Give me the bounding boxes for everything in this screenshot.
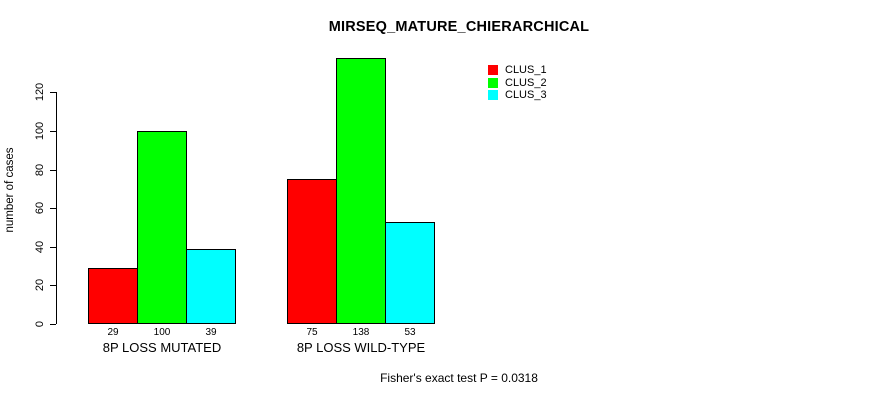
y-tick-label: 100 — [34, 121, 46, 141]
y-tick-label: 80 — [34, 163, 46, 176]
y-tick-label: 20 — [34, 279, 46, 292]
y-tick-mark — [50, 92, 56, 94]
y-tick-mark — [50, 246, 56, 248]
legend-item-clus_1: CLUS_1 — [488, 64, 547, 76]
legend-label: CLUS_1 — [505, 64, 547, 76]
bar-clus_1-1 — [88, 268, 138, 324]
bar-clus_2-1 — [137, 131, 187, 324]
bar-value-label: 100 — [153, 327, 171, 338]
bar-value-label: 138 — [352, 327, 370, 338]
y-tick-label: 60 — [34, 202, 46, 215]
annotation-text: Fisher's exact test P = 0.0318 — [380, 371, 538, 385]
bar-value-label: 53 — [404, 327, 416, 338]
y-tick-mark — [50, 131, 56, 132]
y-tick-mark — [50, 285, 56, 287]
y-axis-line — [56, 92, 57, 324]
legend-swatch — [488, 77, 498, 88]
y-axis-label: number of cases — [4, 147, 16, 233]
legend-swatch — [488, 90, 498, 101]
legend-label: CLUS_3 — [505, 89, 547, 102]
y-tick-mark — [50, 324, 56, 325]
legend: CLUS_1 CLUS_2 CLUS_3 — [488, 64, 547, 103]
bar-value-label: 29 — [107, 327, 119, 338]
chart-title: MIRSEQ_MATURE_CHIERARCHICAL — [328, 19, 590, 35]
bar-clus_3-2 — [385, 221, 435, 324]
y-tick-mark — [50, 169, 56, 171]
y-tick-label: 120 — [34, 83, 46, 102]
category-label: 8P LOSS WILD-TYPE — [296, 340, 426, 355]
y-tick-mark — [50, 208, 56, 210]
bar-value-label: 39 — [205, 327, 217, 338]
legend-item-clus_3: CLUS_3 — [488, 89, 547, 102]
bar-clus_2-2 — [336, 57, 386, 324]
bar-clus_3-1 — [186, 248, 236, 324]
y-tick-label: 0 — [34, 320, 46, 328]
legend-label: CLUS_2 — [505, 76, 547, 89]
bar-clus_1-2 — [287, 179, 337, 324]
legend-swatch — [488, 65, 498, 75]
legend-item-clus_2: CLUS_2 — [488, 76, 547, 89]
category-label: 8P LOSS MUTATED — [102, 340, 222, 355]
y-tick-label: 40 — [34, 240, 46, 253]
bar-value-label: 75 — [306, 327, 318, 338]
